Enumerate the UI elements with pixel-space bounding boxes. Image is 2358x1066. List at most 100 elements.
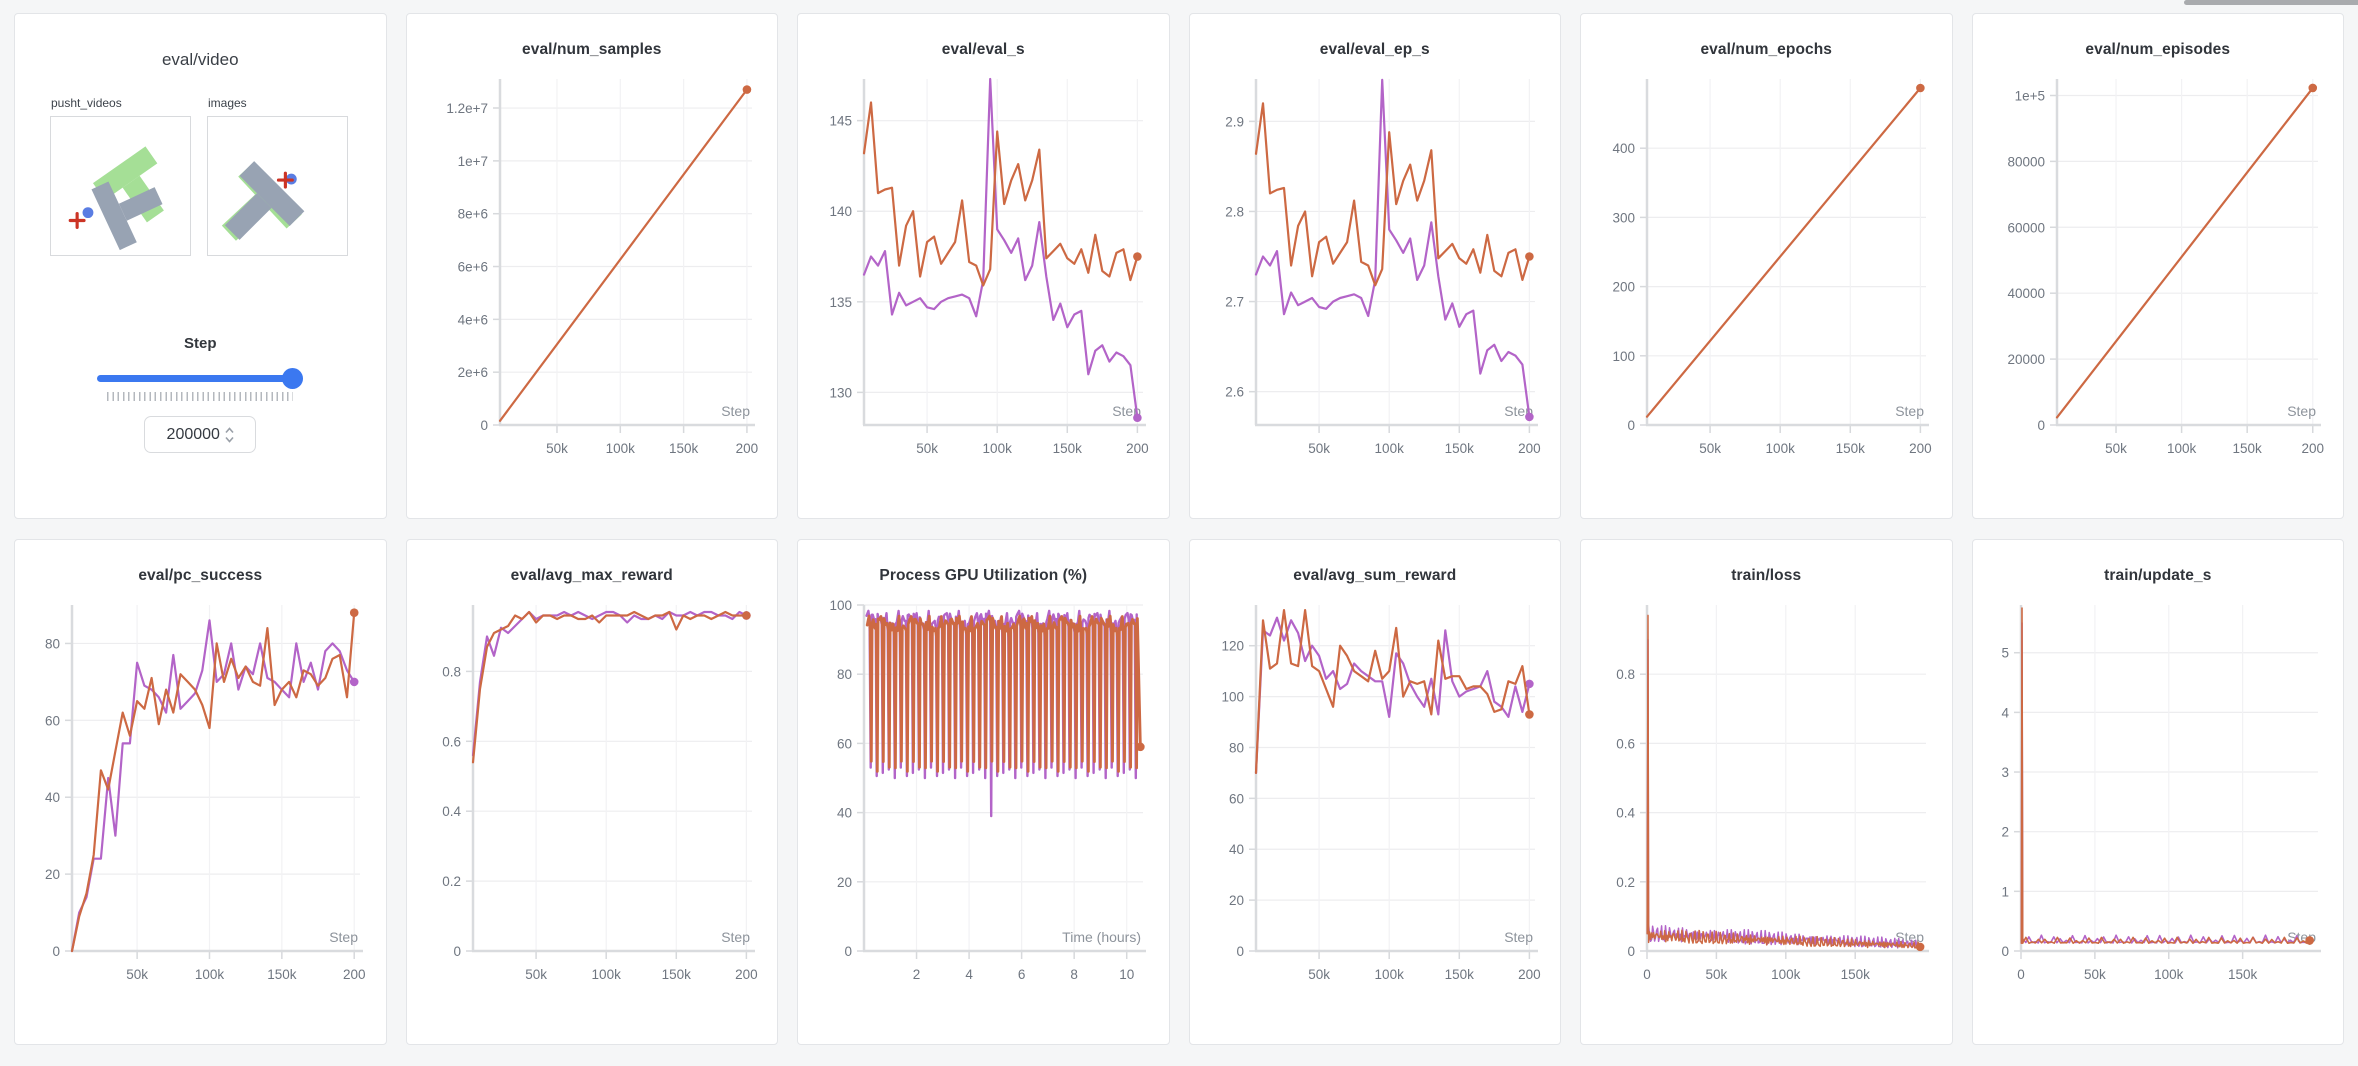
horizontal-scrollbar[interactable] — [2184, 0, 2358, 5]
panel-train-update-s: train/update_s 0 1 2 3 4 5 0 50k 100k 150k Step — [1971, 539, 2344, 1045]
chart-eval-num-samples[interactable]: 0 2e+6 4e+6 6e+6 8e+6 1e+7 1.2e+7 50k 100k 150k 20… — [422, 69, 762, 483]
chart-eval-avg-max-reward[interactable]: 0 0.2 0.4 0.6 0.8 50k 100k 150k 200 Step — [422, 595, 762, 1009]
svg-text:0: 0 — [453, 944, 461, 959]
slider-thumb[interactable] — [282, 368, 304, 389]
slider-track[interactable] — [97, 375, 300, 382]
svg-text:100k: 100k — [2154, 967, 2184, 982]
svg-text:100k: 100k — [195, 967, 225, 982]
svg-text:2e+6: 2e+6 — [457, 365, 487, 380]
svg-text:4: 4 — [966, 967, 974, 982]
spinner-up-icon[interactable] — [225, 426, 234, 434]
panel-gpu-utilization: Process GPU Utilization (%) 0 20 40 60 80 100… — [797, 539, 1170, 1045]
svg-text:0: 0 — [480, 418, 488, 433]
svg-text:80: 80 — [45, 636, 60, 651]
svg-text:80000: 80000 — [2007, 154, 2045, 169]
svg-text:Step: Step — [1895, 403, 1924, 419]
number-spinner[interactable] — [225, 426, 234, 443]
svg-text:150k: 150k — [1444, 967, 1474, 982]
slider-tick-ruler — [107, 392, 294, 401]
svg-text:6: 6 — [1018, 967, 1026, 982]
media-label: images — [208, 96, 247, 110]
svg-text:40: 40 — [837, 806, 852, 821]
svg-text:0: 0 — [845, 944, 853, 959]
svg-text:150k: 150k — [661, 967, 691, 982]
chart-gpu-utilization[interactable]: 0 20 40 60 80 100 2 4 6 8 10 Time (hours) — [813, 595, 1153, 1009]
svg-text:200: 200 — [1518, 441, 1541, 456]
svg-text:200: 200 — [1518, 967, 1541, 982]
svg-text:0: 0 — [2037, 418, 2045, 433]
panel-eval-num-samples: eval/num_samples 0 2e+6 4e+6 6e+6 8e+6 1e+7 1.… — [405, 13, 778, 519]
svg-text:0: 0 — [2017, 967, 2025, 982]
svg-text:Step: Step — [721, 403, 750, 419]
svg-text:4: 4 — [2001, 705, 2009, 720]
svg-text:150k: 150k — [1053, 441, 1083, 456]
svg-text:80: 80 — [837, 667, 852, 682]
svg-text:0.2: 0.2 — [1616, 875, 1635, 890]
chart-title: eval/eval_ep_s — [1319, 41, 1430, 58]
panel-eval-num-episodes: eval/num_episodes 0 20000 40000 60000 80000 1… — [1971, 13, 2344, 519]
svg-text:135: 135 — [830, 295, 853, 310]
svg-text:2.8: 2.8 — [1225, 204, 1244, 219]
svg-text:150k: 150k — [2228, 967, 2258, 982]
svg-text:150k: 150k — [1841, 967, 1871, 982]
pusht-video-thumbnail[interactable] — [50, 116, 191, 256]
media-panel-title: eval/video — [161, 50, 239, 69]
svg-text:2.6: 2.6 — [1225, 385, 1244, 400]
svg-text:Step: Step — [721, 929, 750, 945]
panel-eval-eval-s: eval/eval_s 130 135 140 145 50k 100k 150k 200 St… — [797, 13, 1170, 519]
svg-text:100k: 100k — [1771, 967, 1801, 982]
svg-text:20: 20 — [1229, 893, 1244, 908]
images-thumbnail[interactable] — [207, 116, 348, 256]
svg-text:20: 20 — [45, 867, 60, 882]
svg-text:80: 80 — [1229, 740, 1244, 755]
svg-text:200: 200 — [1613, 280, 1636, 295]
svg-text:8e+6: 8e+6 — [457, 207, 487, 222]
media-cell-images: images — [207, 96, 348, 261]
chart-eval-num-epochs[interactable]: 0 100 200 300 400 50k 100k 150k 200 Step — [1596, 69, 1936, 483]
media-cell-pusht-videos: pusht_videos — [50, 96, 191, 261]
svg-text:0.4: 0.4 — [442, 804, 461, 819]
svg-text:0: 0 — [1628, 418, 1636, 433]
svg-text:100: 100 — [830, 598, 853, 613]
chart-eval-pc-success[interactable]: 0 20 40 60 80 50k 100k 150k 200 Step — [30, 595, 370, 1009]
spinner-down-icon[interactable] — [225, 436, 234, 443]
chart-eval-num-episodes[interactable]: 0 20000 40000 60000 80000 1e+5 50k 100k 150k 200 S… — [1988, 69, 2328, 483]
svg-text:20000: 20000 — [2007, 352, 2045, 367]
svg-text:1: 1 — [2001, 884, 2009, 899]
svg-text:100: 100 — [1221, 690, 1244, 705]
chart-title: eval/eval_s — [941, 41, 1025, 58]
svg-text:0.8: 0.8 — [1616, 667, 1635, 682]
svg-text:100k: 100k — [2167, 441, 2197, 456]
svg-text:Step: Step — [329, 929, 358, 945]
svg-text:Step: Step — [1112, 403, 1141, 419]
svg-text:20: 20 — [837, 875, 852, 890]
chart-eval-eval-s[interactable]: 130 135 140 145 50k 100k 150k 200 Step — [813, 69, 1153, 483]
svg-text:Time (hours): Time (hours) — [1062, 929, 1141, 945]
panel-eval-avg-max-reward: eval/avg_max_reward 0 0.2 0.4 0.6 0.8 50k 100k… — [405, 539, 778, 1045]
svg-text:0.6: 0.6 — [1616, 736, 1635, 751]
chart-eval-avg-sum-reward[interactable]: 0 20 40 60 80 100 120 50k 100k 150k 200 Step — [1205, 595, 1545, 1009]
step-number-input[interactable]: 200000 — [144, 416, 257, 453]
svg-text:40000: 40000 — [2007, 286, 2045, 301]
step-slider-title: Step — [183, 335, 217, 352]
svg-text:100k: 100k — [1374, 441, 1404, 456]
svg-text:150k: 150k — [669, 441, 699, 456]
media-label: pusht_videos — [51, 96, 122, 110]
svg-text:150k: 150k — [1444, 441, 1474, 456]
step-value[interactable]: 200000 — [166, 425, 220, 443]
svg-text:Step: Step — [1504, 929, 1533, 945]
chart-title: eval/pc_success — [138, 567, 263, 584]
svg-text:1.2e+7: 1.2e+7 — [446, 101, 488, 116]
step-slider[interactable] — [97, 367, 304, 389]
svg-text:6e+6: 6e+6 — [457, 260, 487, 275]
svg-text:1e+5: 1e+5 — [2014, 88, 2044, 103]
svg-text:200: 200 — [2301, 441, 2324, 456]
svg-text:3: 3 — [2001, 765, 2009, 780]
svg-text:50k: 50k — [126, 967, 148, 982]
svg-text:150k: 150k — [267, 967, 297, 982]
svg-text:140: 140 — [830, 204, 853, 219]
svg-text:300: 300 — [1613, 210, 1636, 225]
